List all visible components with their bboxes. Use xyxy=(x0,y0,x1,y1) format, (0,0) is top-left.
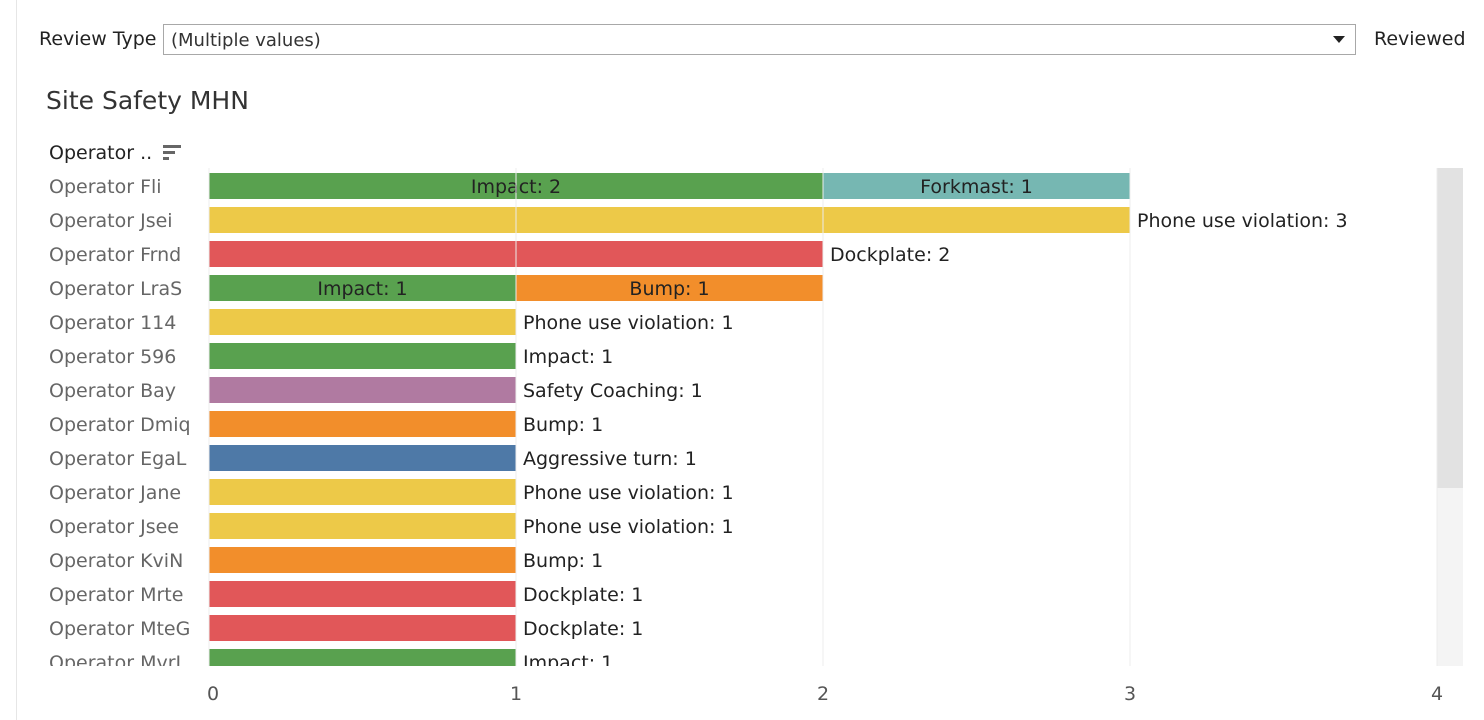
operator-label: Operator EgaL xyxy=(49,448,187,470)
operator-label: Operator Mrte xyxy=(49,584,183,606)
bar-label: Safety Coaching: 1 xyxy=(523,380,703,402)
bar-segment xyxy=(209,615,516,641)
bar-label: Bump: 1 xyxy=(523,414,603,436)
review-type-dropdown[interactable]: (Multiple values) xyxy=(163,24,1356,55)
operator-label: Operator Dmiq xyxy=(49,414,191,436)
bar-label: Phone use violation: 1 xyxy=(523,482,734,504)
bar-label: Dockplate: 1 xyxy=(523,618,643,640)
sort-icon[interactable] xyxy=(163,145,181,161)
operator-label: Operator MvrL xyxy=(49,652,187,674)
bar-label: Aggressive turn: 1 xyxy=(523,448,697,470)
bar-label: Phone use violation: 1 xyxy=(523,516,734,538)
x-tick-label: 4 xyxy=(1431,683,1443,705)
bar-segment xyxy=(209,649,516,666)
bar-segment xyxy=(209,445,516,471)
dropdown-arrow-icon[interactable] xyxy=(1333,36,1345,43)
bar-label: Forkmast: 1 xyxy=(920,176,1033,198)
x-tick-label: 0 xyxy=(207,683,219,705)
operator-column-header[interactable]: Operator .. xyxy=(49,142,153,164)
bar-label: Bump: 1 xyxy=(629,278,709,300)
chart-title: Site Safety MHN xyxy=(46,86,249,115)
operator-label: Operator 596 xyxy=(49,346,176,368)
bar-label: Dockplate: 1 xyxy=(523,584,643,606)
operator-label: Operator KviN xyxy=(49,550,183,572)
bar-label: Dockplate: 2 xyxy=(830,244,950,266)
operator-label: Operator Jsei xyxy=(49,210,173,232)
bar-segment xyxy=(209,309,516,335)
scrollbar-thumb[interactable] xyxy=(1437,168,1463,488)
operator-label: Operator Jsee xyxy=(49,516,179,538)
operator-label: Operator Fli xyxy=(49,176,162,198)
operator-label: Operator LraS xyxy=(49,278,182,300)
bar-label: Phone use violation: 3 xyxy=(1137,210,1348,232)
x-tick-label: 2 xyxy=(817,683,829,705)
bar-label: Impact: 1 xyxy=(523,346,613,368)
operator-label: Operator Frnd xyxy=(49,244,181,266)
bar-label: Phone use violation: 1 xyxy=(523,312,734,334)
bar-segment xyxy=(209,547,516,573)
filter-label: Review Type xyxy=(39,28,157,50)
bar-label: Impact: 1 xyxy=(523,652,613,674)
operator-label: Operator MteG xyxy=(49,618,190,640)
bar-label: Impact: 1 xyxy=(317,278,407,300)
bar-segment xyxy=(209,479,516,505)
plot-area: Operator Fli Impact: 2 Forkmast: 1Operator… xyxy=(49,173,1348,674)
bar-segment xyxy=(209,343,516,369)
bar-segment xyxy=(209,581,516,607)
x-tick-label: 1 xyxy=(510,683,522,705)
dropdown-value: (Multiple values) xyxy=(171,30,321,51)
bar-segment xyxy=(823,173,1130,199)
x-tick-label: 3 xyxy=(1124,683,1136,705)
reviewed-filter-label: Reviewed xyxy=(1374,28,1466,50)
bar-segment xyxy=(209,377,516,403)
operator-label: Operator Bay xyxy=(49,380,176,402)
bar-segment xyxy=(209,275,516,301)
panel-border xyxy=(16,0,17,720)
bar-segment xyxy=(209,513,516,539)
operator-label: Operator Jane xyxy=(49,482,181,504)
bar-segment xyxy=(209,207,1130,233)
operator-label: Operator 114 xyxy=(49,312,176,334)
bar-label: Bump: 1 xyxy=(523,550,603,572)
bar-segment xyxy=(516,275,823,301)
bar-segment xyxy=(209,411,516,437)
